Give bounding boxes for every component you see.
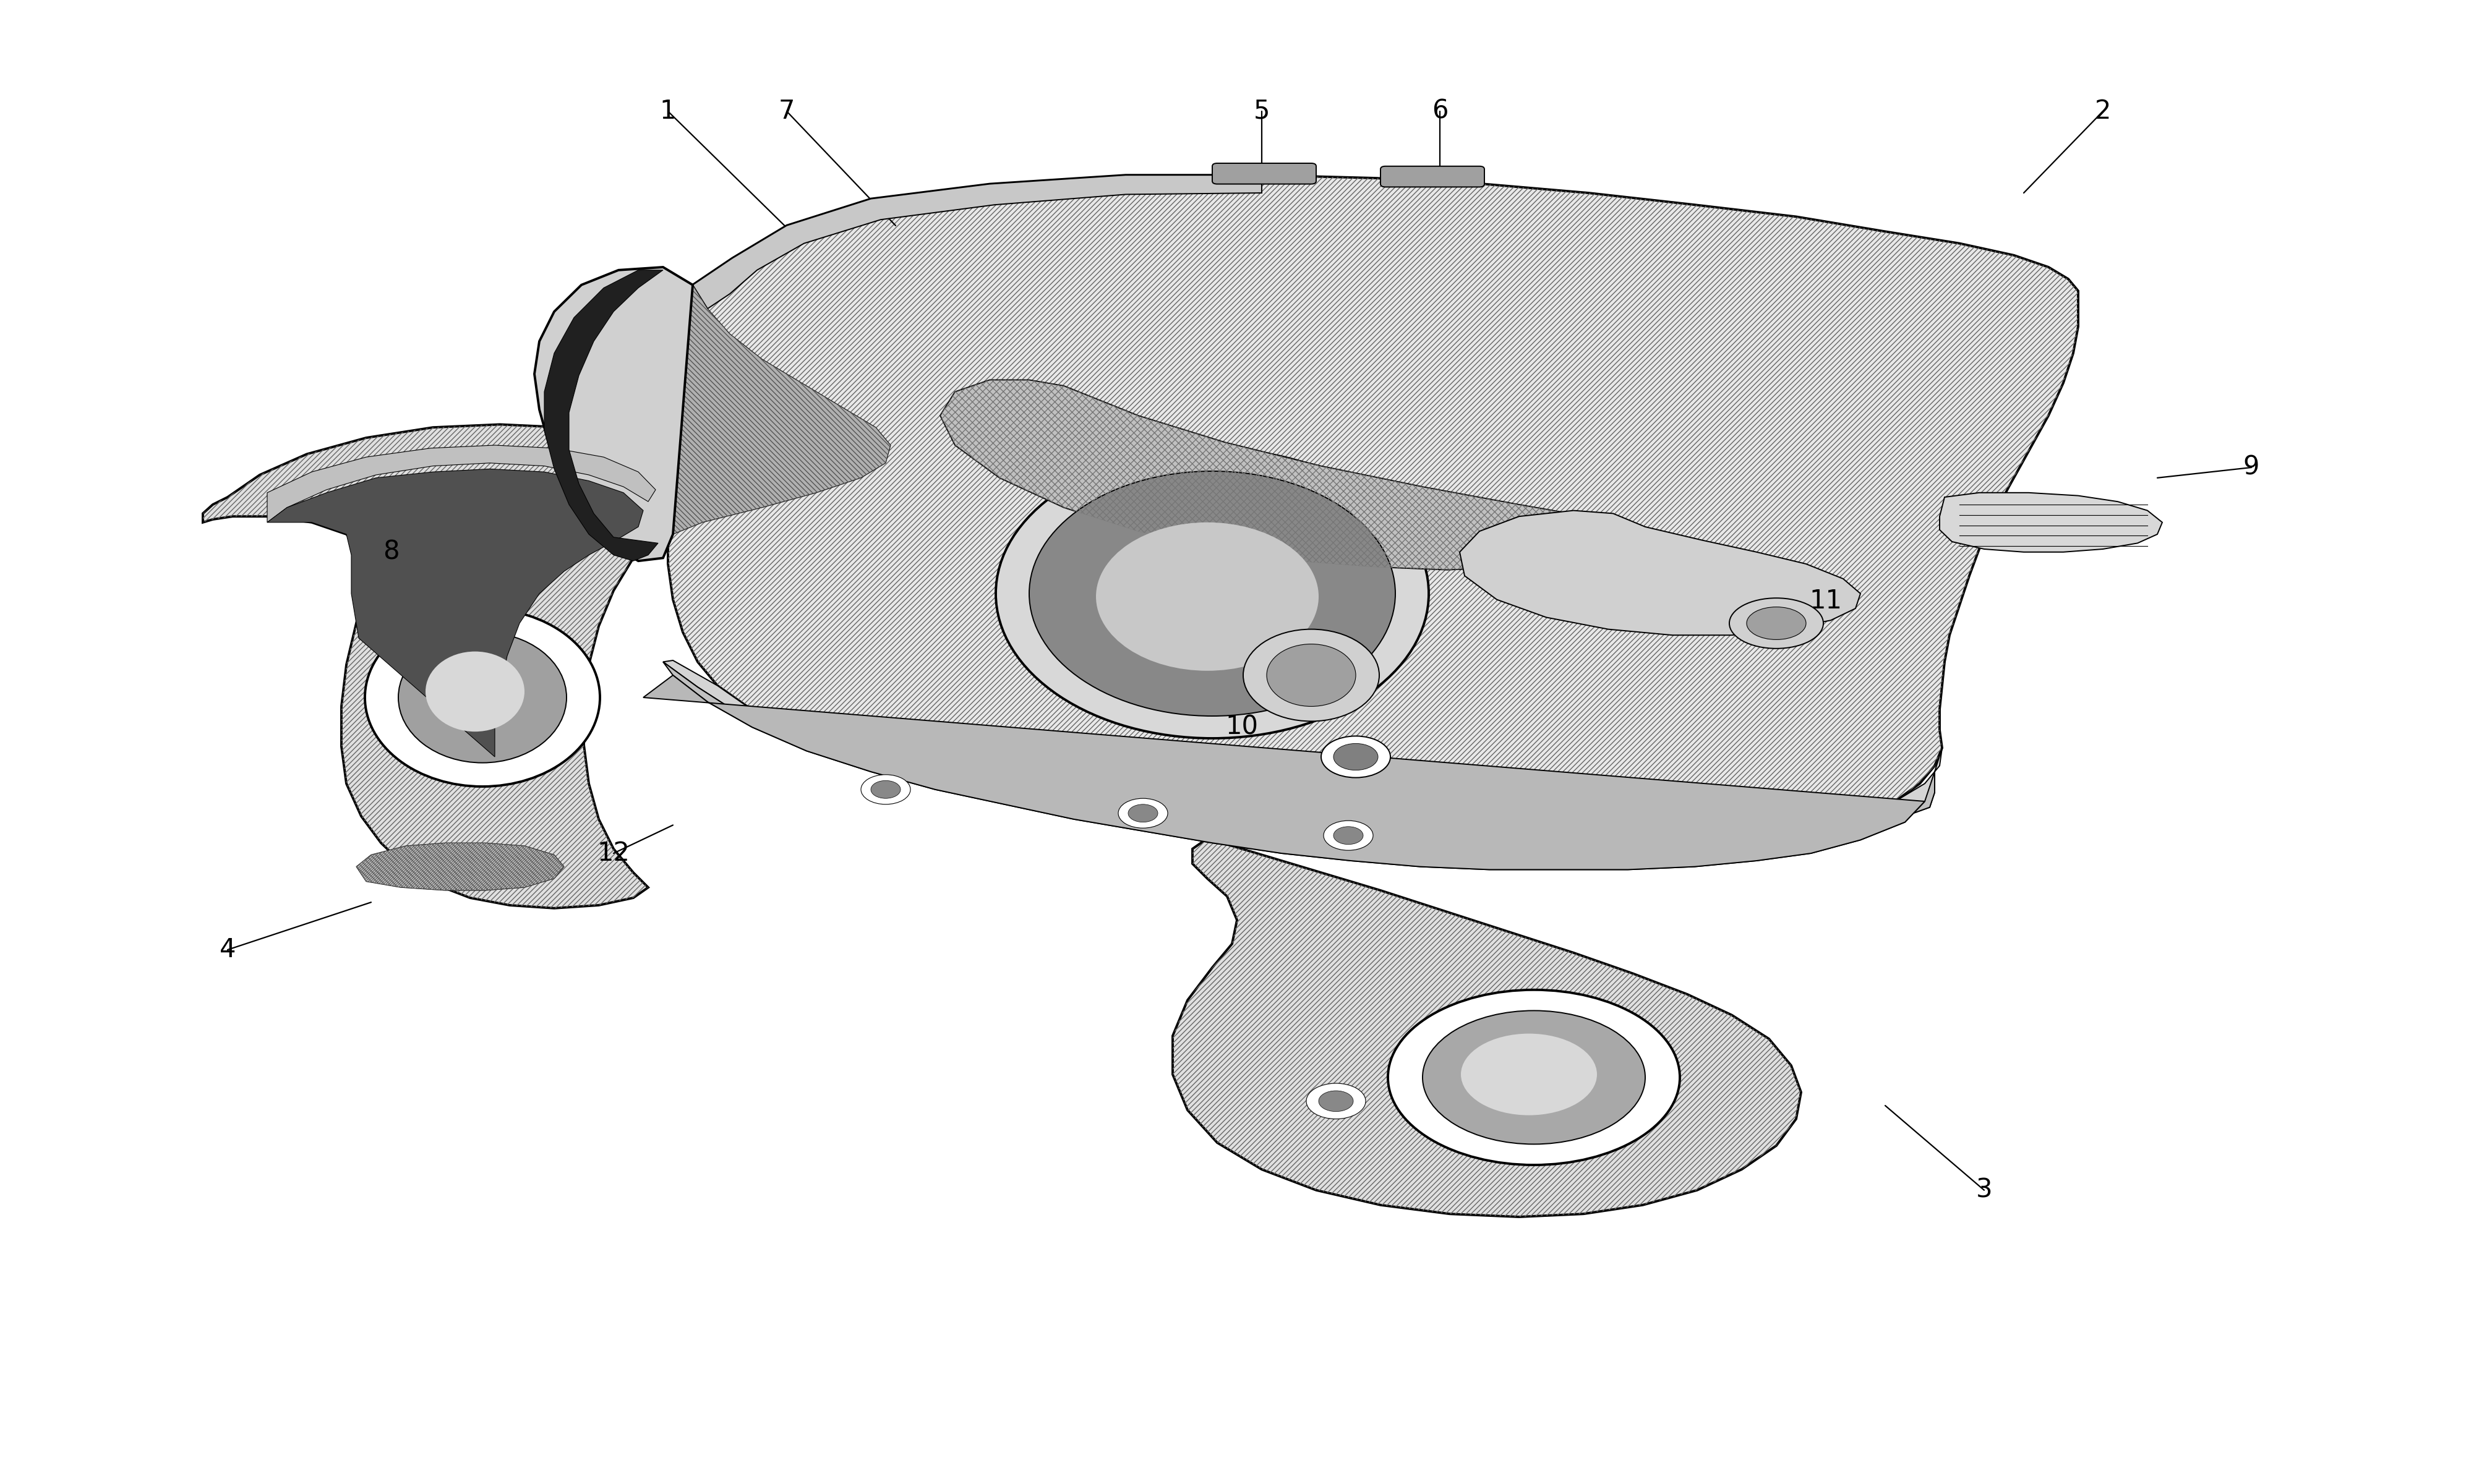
Text: 7: 7 [779, 98, 794, 125]
Text: 8: 8 [383, 539, 398, 565]
Text: 3: 3 [1977, 1177, 1992, 1204]
Polygon shape [534, 267, 693, 561]
Ellipse shape [366, 608, 599, 787]
Ellipse shape [1747, 607, 1806, 640]
Circle shape [1333, 743, 1378, 770]
Text: 1: 1 [661, 98, 675, 125]
Ellipse shape [426, 651, 524, 732]
Ellipse shape [1460, 1033, 1598, 1116]
Ellipse shape [1388, 990, 1680, 1165]
Ellipse shape [1423, 1011, 1645, 1144]
Polygon shape [1940, 493, 2162, 552]
Ellipse shape [1244, 629, 1380, 721]
Polygon shape [670, 285, 891, 534]
Polygon shape [203, 424, 673, 908]
Circle shape [1324, 821, 1373, 850]
Circle shape [871, 781, 901, 798]
Ellipse shape [995, 448, 1430, 738]
Circle shape [1306, 1083, 1366, 1119]
Polygon shape [267, 445, 656, 522]
Ellipse shape [1267, 644, 1356, 706]
Ellipse shape [398, 632, 567, 763]
Polygon shape [643, 675, 1925, 870]
Circle shape [1118, 798, 1168, 828]
Polygon shape [1460, 510, 1860, 635]
Polygon shape [663, 660, 1942, 855]
Polygon shape [544, 270, 663, 561]
Ellipse shape [1029, 472, 1395, 715]
Text: 10: 10 [1225, 714, 1259, 741]
Circle shape [1333, 827, 1363, 844]
Text: 12: 12 [596, 840, 631, 867]
Polygon shape [1173, 838, 1801, 1217]
Text: 6: 6 [1432, 98, 1447, 125]
Text: 4: 4 [220, 936, 235, 963]
Text: 11: 11 [1808, 588, 1843, 614]
Circle shape [861, 775, 910, 804]
Ellipse shape [1096, 522, 1319, 671]
Circle shape [1319, 1091, 1353, 1112]
Polygon shape [668, 175, 2078, 843]
Ellipse shape [1729, 598, 1823, 649]
Text: 5: 5 [1254, 98, 1269, 125]
Text: 2: 2 [2095, 98, 2110, 125]
Polygon shape [693, 175, 1262, 309]
Circle shape [1321, 736, 1390, 778]
Text: 9: 9 [2244, 454, 2259, 481]
Polygon shape [267, 469, 643, 757]
Polygon shape [940, 380, 1658, 570]
Polygon shape [663, 662, 1935, 870]
FancyBboxPatch shape [1380, 166, 1484, 187]
Circle shape [1128, 804, 1158, 822]
FancyBboxPatch shape [1212, 163, 1316, 184]
Polygon shape [356, 843, 564, 890]
